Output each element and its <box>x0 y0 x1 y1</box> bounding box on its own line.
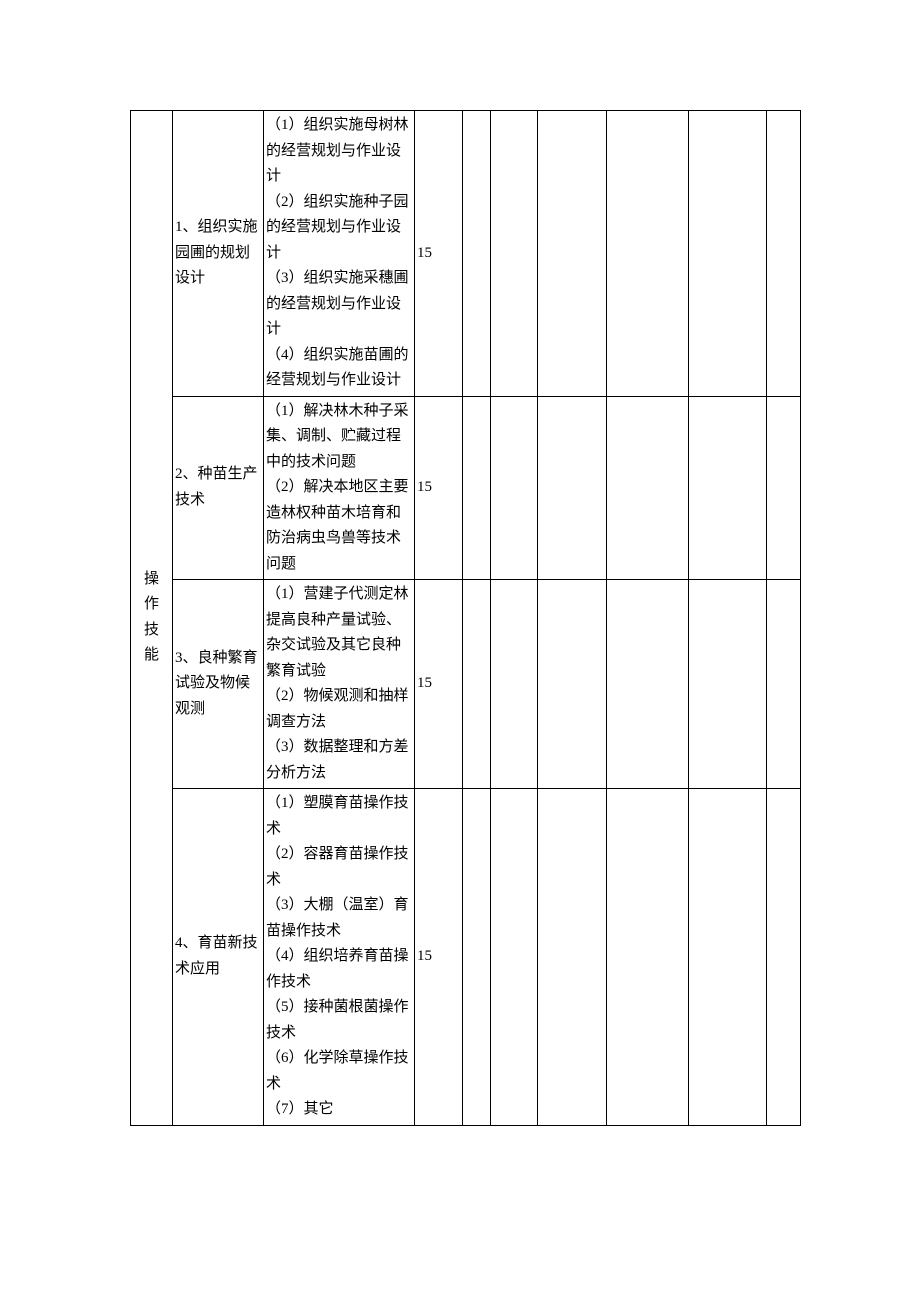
blank-cell <box>607 580 689 789</box>
table-row: 3、良种繁育试验及物候观测 （1）营建子代测定林提高良种产量试验、杂交试验及其它… <box>131 580 801 789</box>
category-text: 操作技能 <box>144 567 159 669</box>
score-cell: 15 <box>415 396 463 580</box>
blank-cell <box>607 111 689 397</box>
blank-cell <box>538 396 607 580</box>
category-cell: 操作技能 <box>131 111 173 1126</box>
blank-cell <box>607 396 689 580</box>
blank-cell <box>689 580 767 789</box>
blank-cell <box>607 789 689 1126</box>
score-cell: 15 <box>415 580 463 789</box>
item-cell: 2、种苗生产技术 <box>173 396 264 580</box>
blank-cell <box>767 396 801 580</box>
item-cell: 3、良种繁育试验及物候观测 <box>173 580 264 789</box>
blank-cell <box>538 789 607 1126</box>
skills-table: 操作技能 1、组织实施园圃的规划设计 （1）组织实施母树林的经营规划与作业设计（… <box>130 110 801 1126</box>
blank-cell <box>689 396 767 580</box>
blank-cell <box>463 111 491 397</box>
blank-cell <box>538 111 607 397</box>
blank-cell <box>767 111 801 397</box>
blank-cell <box>463 580 491 789</box>
item-cell: 1、组织实施园圃的规划设计 <box>173 111 264 397</box>
blank-cell <box>463 396 491 580</box>
blank-cell <box>767 580 801 789</box>
blank-cell <box>491 111 538 397</box>
score-cell: 15 <box>415 111 463 397</box>
item-cell: 4、育苗新技术应用 <box>173 789 264 1126</box>
content-cell: （1）组织实施母树林的经营规划与作业设计（2）组织实施种子园的经营规划与作业设计… <box>264 111 415 397</box>
score-cell: 15 <box>415 789 463 1126</box>
content-cell: （1）塑膜育苗操作技术（2）容器育苗操作技术（3）大棚（温室）育苗操作技术（4）… <box>264 789 415 1126</box>
blank-cell <box>538 580 607 789</box>
blank-cell <box>491 396 538 580</box>
blank-cell <box>463 789 491 1126</box>
content-cell: （1）营建子代测定林提高良种产量试验、杂交试验及其它良种繁育试验（2）物候观测和… <box>264 580 415 789</box>
blank-cell <box>491 580 538 789</box>
blank-cell <box>689 789 767 1126</box>
content-cell: （1）解决林木种子采集、调制、贮藏过程中的技术问题（2）解决本地区主要造林权种苗… <box>264 396 415 580</box>
table-row: 2、种苗生产技术 （1）解决林木种子采集、调制、贮藏过程中的技术问题（2）解决本… <box>131 396 801 580</box>
blank-cell <box>767 789 801 1126</box>
table-row: 操作技能 1、组织实施园圃的规划设计 （1）组织实施母树林的经营规划与作业设计（… <box>131 111 801 397</box>
blank-cell <box>689 111 767 397</box>
blank-cell <box>491 789 538 1126</box>
table-row: 4、育苗新技术应用 （1）塑膜育苗操作技术（2）容器育苗操作技术（3）大棚（温室… <box>131 789 801 1126</box>
